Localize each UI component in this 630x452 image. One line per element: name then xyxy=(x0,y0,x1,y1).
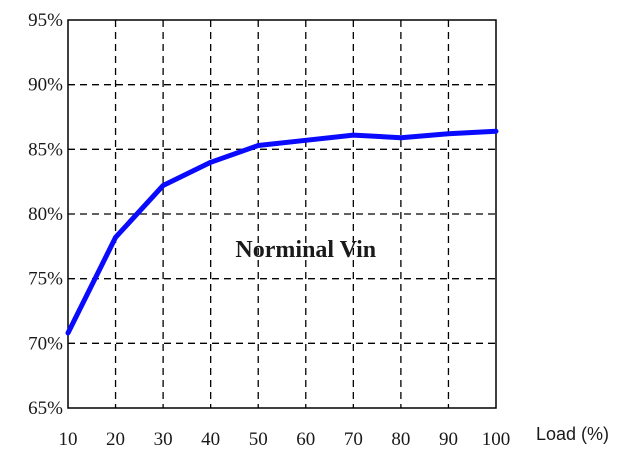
efficiency-line xyxy=(65,128,499,336)
y-tick-label: 90% xyxy=(28,75,63,96)
y-tick-label: 65% xyxy=(28,398,63,419)
series-layer xyxy=(65,128,499,336)
y-tick-label: 85% xyxy=(28,139,63,160)
x-axis-label: Load (%) xyxy=(536,424,609,444)
plot-frame xyxy=(67,19,497,409)
y-tick-label: 75% xyxy=(28,269,63,290)
y-axis-ticks: 65% 70% 75% 80% 85% 90% 95% xyxy=(28,10,63,419)
chart-annotation: Norminal Vin xyxy=(235,237,376,263)
x-tick-label: 70 xyxy=(344,429,363,450)
y-tick-label: 70% xyxy=(28,333,63,354)
x-tick-label: 20 xyxy=(106,429,125,450)
x-tick-label: 50 xyxy=(249,429,268,450)
x-tick-label: 80 xyxy=(391,429,410,450)
x-tick-label: 100 xyxy=(482,429,511,450)
grid-lines xyxy=(68,20,496,408)
x-tick-label: 30 xyxy=(154,429,173,450)
x-tick-label: 90 xyxy=(439,429,458,450)
x-tick-label: 40 xyxy=(201,429,220,450)
y-tick-label: 80% xyxy=(28,204,63,225)
x-axis-ticks: 10 20 30 40 50 60 70 80 90 100 xyxy=(59,429,511,450)
y-tick-label: 95% xyxy=(28,10,63,31)
x-tick-label: 60 xyxy=(296,429,315,450)
x-tick-label: 10 xyxy=(59,429,78,450)
